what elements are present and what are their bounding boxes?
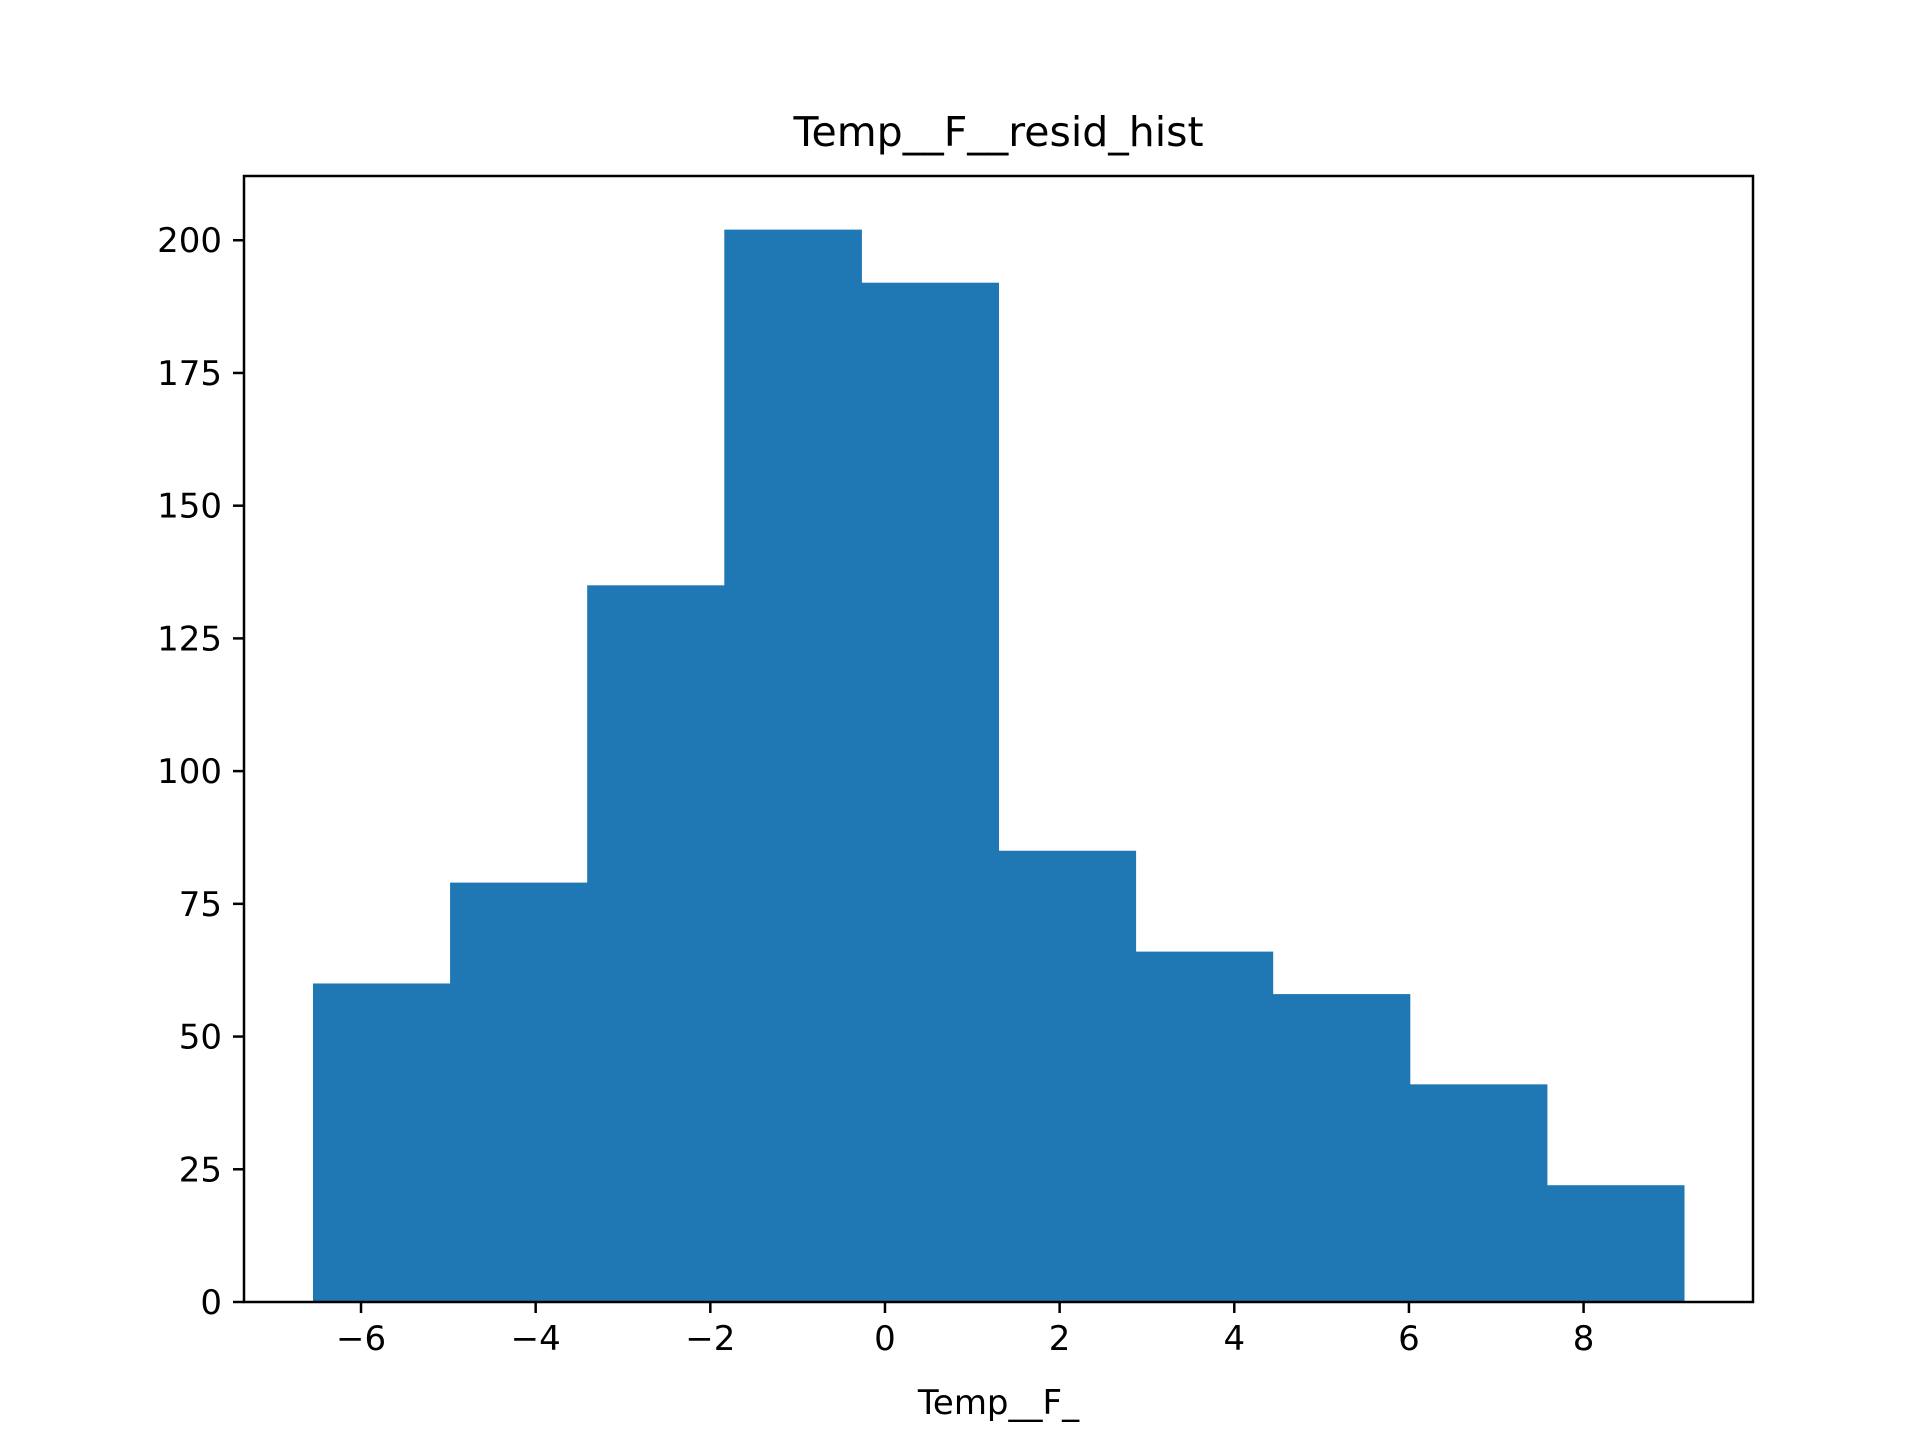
y-tick-label: 75 (179, 885, 222, 925)
y-tick-label: 50 (179, 1018, 222, 1058)
y-tick-label: 100 (157, 752, 222, 792)
y-tick-label: 150 (157, 487, 222, 527)
histogram-bar (450, 882, 588, 1302)
x-tick-label: 2 (1049, 1319, 1071, 1359)
bars-group (312, 229, 1685, 1303)
histogram-bar (312, 983, 451, 1302)
histogram-bar (587, 585, 725, 1302)
histogram-bar (1272, 994, 1411, 1302)
histogram-bar (1546, 1185, 1685, 1302)
histogram-bar (1409, 1084, 1548, 1302)
histogram-bar (724, 229, 862, 1303)
x-tick-label: 8 (1573, 1319, 1595, 1359)
y-axis-ticks: 0 25 50 75 100 125 150 175 200 (157, 221, 244, 1323)
x-tick-label: 4 (1223, 1319, 1245, 1359)
y-tick-label: 175 (157, 354, 222, 394)
histogram-bar (861, 282, 999, 1302)
x-tick-label: 6 (1398, 1319, 1420, 1359)
y-tick-label: 0 (200, 1283, 222, 1323)
x-tick-label: −6 (336, 1319, 386, 1359)
x-axis-ticks: −6 −4 −2 0 2 4 6 8 (336, 1302, 1594, 1359)
x-tick-label: 0 (874, 1319, 896, 1359)
x-axis-title: Temp__F_ (917, 1383, 1080, 1423)
x-tick-label: −4 (511, 1319, 561, 1359)
axes-frame (242, 174, 1755, 1304)
y-tick-label: 25 (179, 1150, 222, 1190)
y-tick-label: 200 (157, 221, 222, 261)
histogram-bar (1135, 951, 1274, 1302)
chart-title: Temp__F__resid_hist (792, 108, 1203, 156)
x-tick-label: −2 (685, 1319, 735, 1359)
y-tick-label: 125 (157, 619, 222, 659)
histogram-bar (998, 850, 1137, 1302)
